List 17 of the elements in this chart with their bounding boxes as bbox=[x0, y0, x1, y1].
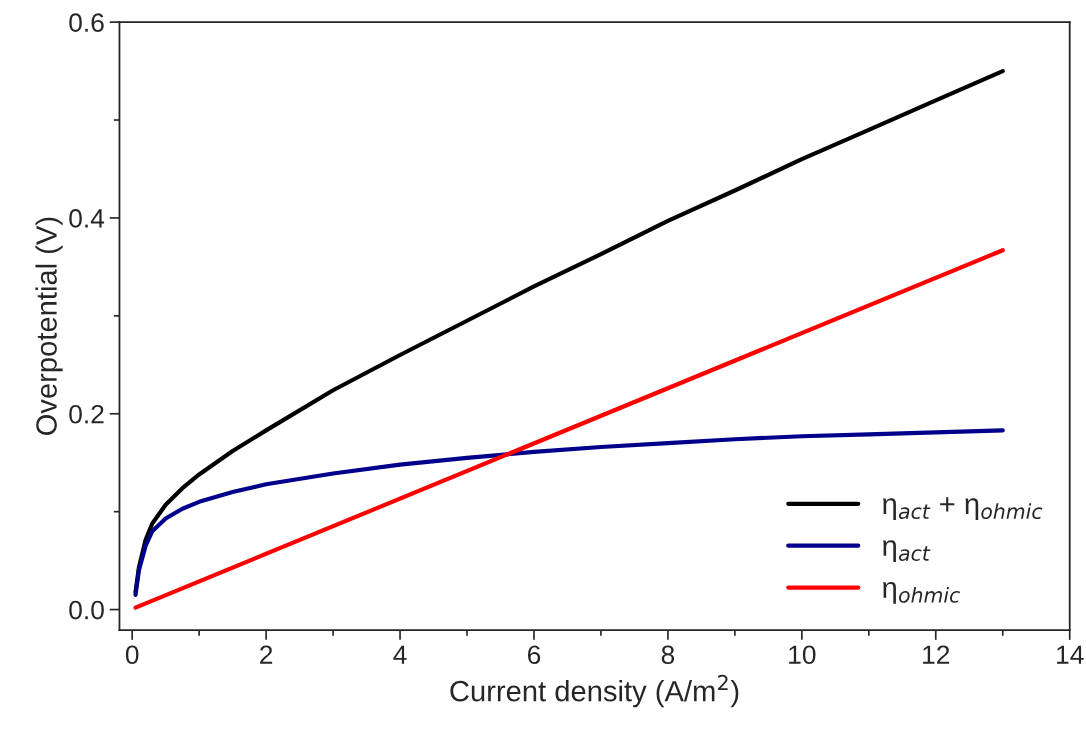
y-tick-label: 0.6 bbox=[69, 13, 104, 32]
y-tick-label: 0.4 bbox=[69, 209, 105, 228]
y-tick-label: 0.0 bbox=[69, 600, 104, 620]
x-tick-label: 2 bbox=[260, 645, 273, 664]
y-tick-label: 0.2 bbox=[69, 404, 104, 424]
x-tick-label: 4 bbox=[393, 645, 407, 664]
legend-label: η$_{act}$ + η$_{ohmic}$ bbox=[883, 497, 1043, 521]
x-tick-label: 0 bbox=[125, 645, 139, 665]
x-tick-label: 6 bbox=[527, 645, 541, 665]
x-tick-label: 8 bbox=[661, 645, 675, 665]
x-tick-label: 12 bbox=[923, 645, 950, 664]
legend-label: η$_{ohmic}$ bbox=[883, 582, 961, 604]
legend-label: η$_{act}$ bbox=[883, 540, 931, 562]
x-tick-label: 10 bbox=[789, 645, 816, 665]
y-axis-title: Overpotential (V) bbox=[35, 217, 63, 435]
x-tick-label: 14 bbox=[1057, 645, 1084, 664]
x-axis-title: Current density (A/m$^{2}$) bbox=[450, 674, 739, 708]
